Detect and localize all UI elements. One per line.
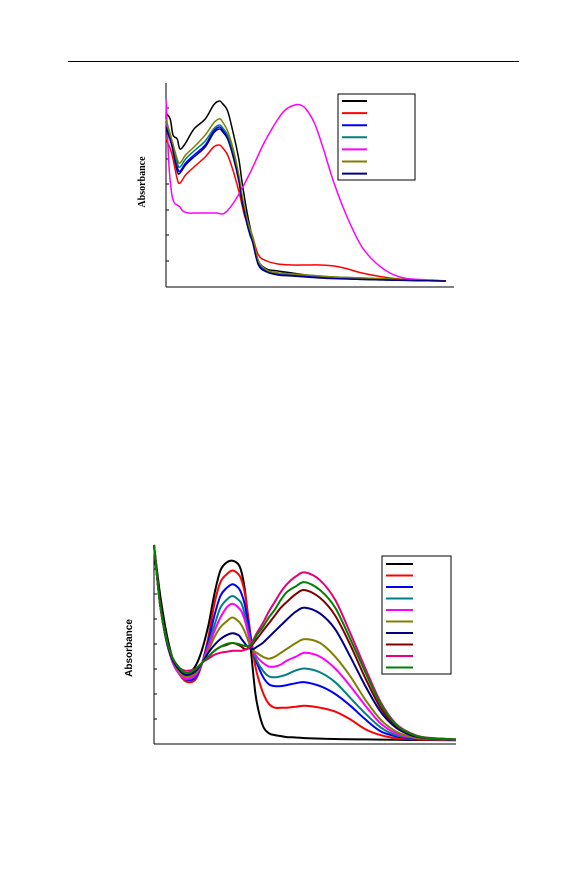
series-layer bbox=[153, 544, 457, 742]
series-line-5 bbox=[165, 98, 447, 282]
series-layer bbox=[165, 98, 447, 282]
series-line-7 bbox=[153, 544, 457, 741]
legend bbox=[381, 555, 452, 675]
legend bbox=[337, 93, 416, 181]
header-rule bbox=[68, 61, 519, 62]
y-axis-label: Absorbance bbox=[137, 156, 148, 208]
series-line-6 bbox=[165, 118, 447, 282]
series-line-7 bbox=[165, 126, 447, 282]
series-line-10 bbox=[153, 544, 457, 741]
y-axis-label: Absorbance bbox=[124, 619, 135, 677]
